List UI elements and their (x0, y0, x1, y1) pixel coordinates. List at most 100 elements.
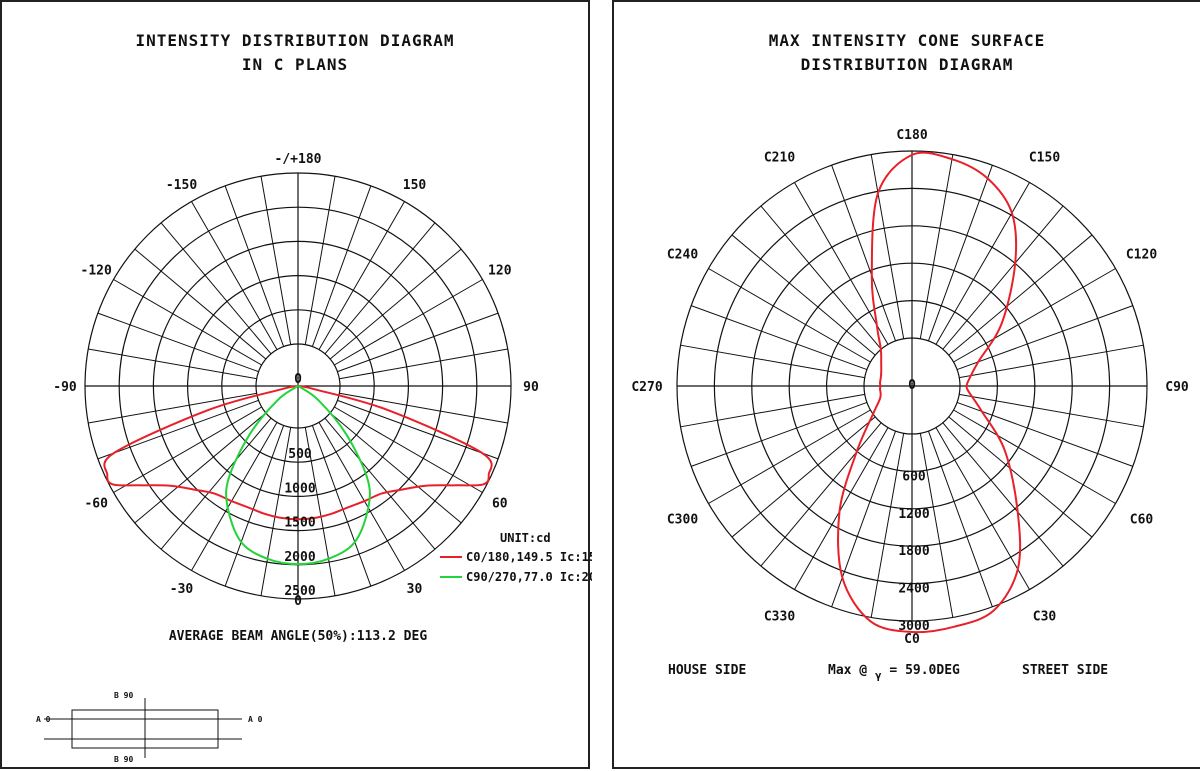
radial-tick: 1500 (284, 516, 315, 531)
max-at-label: Max @ γ = 59.0DEG (828, 663, 960, 682)
grid-spoke (919, 433, 954, 618)
a0-right-label: A 0 (248, 715, 263, 724)
grid-spoke (708, 409, 871, 504)
grid-spoke (760, 205, 882, 350)
luminaire-orientation-diagram: B 90 B 90 A 0 A 0 (36, 691, 263, 764)
grid-spoke (191, 201, 278, 350)
angle-label: C300 (667, 513, 698, 528)
radial-tick: 500 (288, 447, 312, 462)
angle-label: C240 (667, 248, 698, 263)
grid-spoke (113, 406, 262, 493)
grid-spoke (311, 425, 372, 587)
grid-spoke (334, 279, 483, 366)
grid-spoke (870, 154, 905, 339)
grid-spoke (831, 430, 897, 607)
angle-label: C180 (896, 128, 927, 143)
left-title-line2: IN C PLANS (241, 55, 349, 74)
angle-label: C270 (631, 380, 662, 395)
grid-spoke (953, 409, 1116, 504)
grid-spoke (337, 312, 499, 373)
radial-tick: 2400 (898, 582, 929, 597)
a0-left-label: A 0 (36, 715, 51, 724)
left-title-line1: INTENSITY DISTRIBUTION DIAGRAM (135, 31, 455, 50)
grid-spoke (942, 422, 1064, 567)
radial-tick: 0 (294, 372, 302, 387)
grid-spoke (731, 416, 876, 538)
radial-tick: 1000 (284, 481, 315, 496)
grid-spoke (304, 176, 336, 345)
grid-spoke (113, 279, 262, 366)
intensity-polar-chart: -/+180 150 120 90 60 30 0 -30 -60 -90 -120 -150 0 50… (36, 152, 592, 764)
unit-label: UNIT:cd (500, 531, 551, 545)
angle-label: C60 (1130, 513, 1154, 528)
grid-spoke (134, 248, 267, 360)
left-panel: INTENSITY DISTRIBUTION DIAGRAM IN C PLAN… (0, 0, 592, 769)
grid-spoke (691, 401, 868, 467)
angle-label: -120 (81, 264, 112, 279)
angle-label: C150 (1029, 151, 1060, 166)
grid-spoke (318, 422, 405, 571)
grid-spoke (919, 154, 954, 339)
grid-spoke (88, 392, 257, 424)
grid-spoke (88, 348, 257, 380)
grid-spoke (260, 427, 292, 596)
right-panel: MAX INTENSITY CONE SURFACE DISTRIBUTION … (612, 0, 1200, 769)
cone-surface-polar-chart: C180 C150 C120 C90 C60 C30 C0 C330 C300 C270 C240 C… (631, 128, 1189, 682)
grid-spoke (935, 427, 1030, 590)
radial-tick: 1800 (898, 544, 929, 559)
grid-spoke (97, 312, 259, 373)
grid-spoke (134, 412, 267, 524)
angle-label: C330 (764, 610, 795, 625)
grid-spoke (224, 185, 285, 347)
grid-spoke (956, 401, 1133, 467)
angle-label: 30 (407, 582, 423, 597)
angle-label: -90 (53, 380, 77, 395)
grid-spoke (680, 393, 865, 428)
right-radial-tick-labels: 0 600 1200 1800 2400 3000 (898, 378, 929, 634)
grid-spoke (935, 182, 1030, 345)
series-curve-1 (225, 384, 371, 566)
grid-spoke (324, 222, 436, 355)
grid-spoke (760, 422, 882, 567)
angle-label: -/+180 (275, 152, 322, 167)
right-title-line1: MAX INTENSITY CONE SURFACE (768, 31, 1046, 50)
left-polar-grid (84, 172, 512, 600)
left-angle-labels: -/+180 150 120 90 60 30 0 -30 -60 -90 -120 -150 (53, 152, 539, 609)
grid-spoke (324, 417, 436, 550)
grid-spoke (956, 305, 1133, 371)
grid-spoke (318, 201, 405, 350)
house-side-label: HOUSE SIDE (668, 663, 746, 678)
angle-label: -30 (170, 582, 194, 597)
left-series-curves (103, 384, 493, 566)
grid-spoke (794, 427, 889, 590)
right-angle-labels: C180 C150 C120 C90 C60 C30 C0 C330 C300 C270 C240 C… (631, 128, 1189, 647)
grid-spoke (680, 344, 865, 379)
right-polar-grid (676, 150, 1148, 622)
grid-spoke (311, 185, 372, 347)
angle-label: C90 (1165, 380, 1189, 395)
angle-label: 150 (403, 178, 427, 193)
grid-spoke (260, 176, 292, 345)
grid-spoke (339, 348, 508, 380)
angle-label: 120 (488, 264, 512, 279)
series-curve-0 (837, 151, 1022, 634)
series-curve-0 (103, 385, 493, 521)
angle-label: C0 (904, 632, 920, 647)
grid-spoke (160, 222, 272, 355)
grid-spoke (794, 182, 889, 345)
grid-spoke (97, 399, 259, 460)
grid-spoke (927, 430, 993, 607)
grid-spoke (948, 234, 1093, 356)
angle-label: -150 (166, 178, 197, 193)
grid-spoke (831, 165, 897, 342)
grid-spoke (329, 412, 462, 524)
angle-label: -60 (84, 497, 108, 512)
street-side-label: STREET SIDE (1022, 663, 1108, 678)
grid-spoke (160, 417, 272, 550)
angle-label: 60 (492, 497, 508, 512)
grid-spoke (304, 427, 336, 596)
radial-tick: 0 (908, 378, 916, 393)
grid-spoke (959, 393, 1144, 428)
legend-entry-c0-180: C0/180,149.5 Ic:1563 (466, 550, 592, 564)
